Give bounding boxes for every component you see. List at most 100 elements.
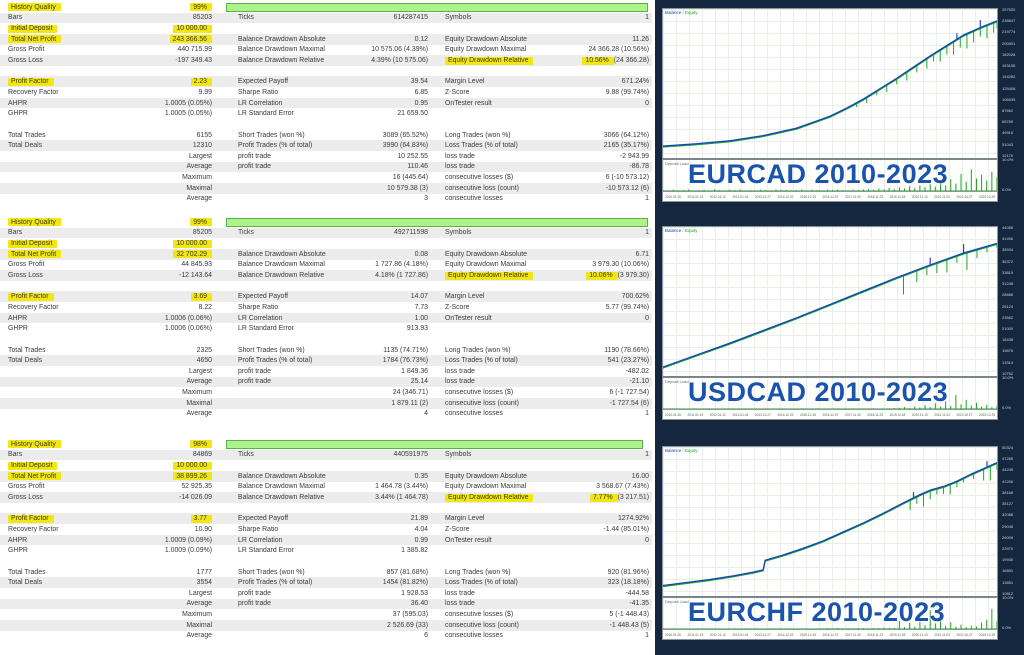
y-tick-label: 182028 [1002,51,1016,57]
highlight: Profit Factor [8,514,54,523]
y-tick-label: 163155 [1002,63,1016,69]
metric-label: Profit Trades (% of total) [238,579,313,587]
metric-label: Equity Drawdown Relative [430,55,554,66]
metric-label: loss trade [445,367,475,375]
metric-label: Profit Factor [0,291,150,302]
metric-value: 0.08 [414,250,428,258]
metric-label: Ticks [238,229,254,237]
history-quality-bar [226,217,648,227]
metric-label: profit trade [238,589,271,597]
metric-label: profit trade [238,378,271,386]
metric-label: Balance Drawdown Absolute [238,35,326,43]
metric-value: 1274.92% [617,515,649,523]
metric-value: 614287415 [393,14,429,22]
y-tick-label: 13314 [1002,359,1014,365]
metric-value: 1.0009 (0.09%) [164,536,212,544]
date-tick-label: 2022.10.27 [956,194,973,199]
metric-value: 0.35 [414,472,428,480]
highlight: 10 000.00 [173,24,212,33]
metric-value: 38 899.26 [150,471,214,482]
metric-label: Symbols [445,229,472,237]
table-row: Maximal 1 879.11 (2) consecutive loss (cou… [0,397,652,409]
metric-label: consecutive loss (count) [445,184,519,192]
date-tick-label: 2012.01.12 [709,632,726,637]
table-row: GHPR 1.0006 (0.06%) LR Standard Error 913.9… [0,323,652,334]
metric-value: Maximal [186,399,212,407]
y-tick-label: 125408 [1002,85,1016,91]
deposit-load-min-label: 0.0% [1002,625,1012,630]
table-row: Average profit trade 36.40 loss trade -41.35 [0,598,652,610]
date-tick-label: 2013.01.04 [732,194,749,199]
metric-value: 10 579.38 (3) [387,184,428,192]
metric-value: Average [186,410,212,418]
metric-label: Gross Profit [8,46,45,54]
metric-label: Equity Drawdown Relative [430,270,554,281]
metric-label: Short Trades (won %) [238,346,305,354]
date-tick-label: 2012.01.12 [709,412,726,417]
metric-label: Sharpe Ratio [238,88,279,96]
metric-label: Balance Drawdown Maximal [238,483,325,491]
metric-label [430,238,554,249]
metric-label [0,409,150,420]
metric-value: 1777 [196,568,212,576]
table-row: AHPR 1.0006 (0.06%) LR Correlation 1.00 OnTe… [0,312,652,324]
table-row: Total Deals 12310 Profit Trades (% of tota… [0,140,652,151]
metric-label: loss trade [445,378,475,386]
table-row: GHPR 1.0005 (0.05%) LR Standard Error 21 65… [0,108,652,119]
date-tick-label: 2021.11.03 [934,194,950,199]
metric-label: Short Trades (won %) [238,131,305,139]
table-row: Total Net Profit 32 702.29 Balance Drawdow… [0,248,652,260]
highlight: Equity Drawdown Relative [445,493,534,502]
metric-label: Total Net Profit [0,249,150,260]
metric-label: AHPR [8,314,28,322]
metric-label [0,398,150,409]
metric-value: 1.0009 (0.09%) [164,547,212,555]
deposit-load-label: Deposit Load [665,599,689,604]
metric-value: 85205 [192,229,212,237]
metric-label: Equity Drawdown Relative [430,492,554,503]
metric-label: Z-Score [445,303,470,311]
date-tick-label: 2012.01.12 [709,194,726,199]
metric-value: 857 (81.68%) [386,568,428,576]
metric-value: 4 [424,410,428,418]
date-tick-label: 2022.10.27 [956,412,973,417]
metric-value-rest: (24 366.28) [613,57,649,65]
metric-value: 1190 (78.66%) [604,346,649,354]
metric-label: Short Trades (won %) [238,568,305,576]
metric-label: Loss Trades (% of total) [445,142,518,150]
legend-separator: / [681,228,686,233]
metric-label: Gross Loss [8,272,43,280]
highlight: History Quality [8,218,61,227]
metric-value: 2 526.69 (33) [387,621,428,629]
metric-label [214,460,340,471]
metric-label: Equity Drawdown Absolute [445,250,527,258]
metric-value: 37 (595.03) [392,611,428,619]
highlight: 10.56% [582,56,614,65]
deposit-load-max-label: 10.0% [1002,375,1014,380]
date-tick-label: 2021.11.03 [934,412,950,417]
date-tick-label: 2019.11.18 [889,632,906,637]
metric-label: Total Deals [8,142,43,150]
highlight: Total Net Profit [8,250,62,259]
history-quality-bar [226,439,644,449]
metric-label: LR Standard Error [238,110,294,118]
metric-value: 9.99 [198,88,212,96]
legend-balance-label: Balance [665,448,682,453]
table-row: Average 3 consecutive losses 1 [0,194,652,205]
y-tick-label: 26009 [1002,534,1014,540]
y-tick-label: 28686 [1002,292,1014,298]
deposit-load-axis-ticks: 10.0% 0.0% [1000,596,1023,630]
highlight: 2.23 [190,77,212,86]
metric-label: Ticks [238,14,254,22]
metric-label [0,183,150,194]
y-tick-label: 200901 [1002,40,1016,46]
date-tick-label: 2010.01.26 [665,194,681,199]
highlight: Initial Deposit [8,461,58,470]
metric-label: Equity Drawdown Absolute [445,472,527,480]
date-tick-label: 2018.11.23 [867,632,884,637]
metric-label: Total Trades [8,568,46,576]
table-row: Maximum 37 (595.03) consecutive losses ($)… [0,609,652,620]
metric-value: 920 (81.96%) [607,568,649,576]
metric-value: 21.89 [410,515,428,523]
